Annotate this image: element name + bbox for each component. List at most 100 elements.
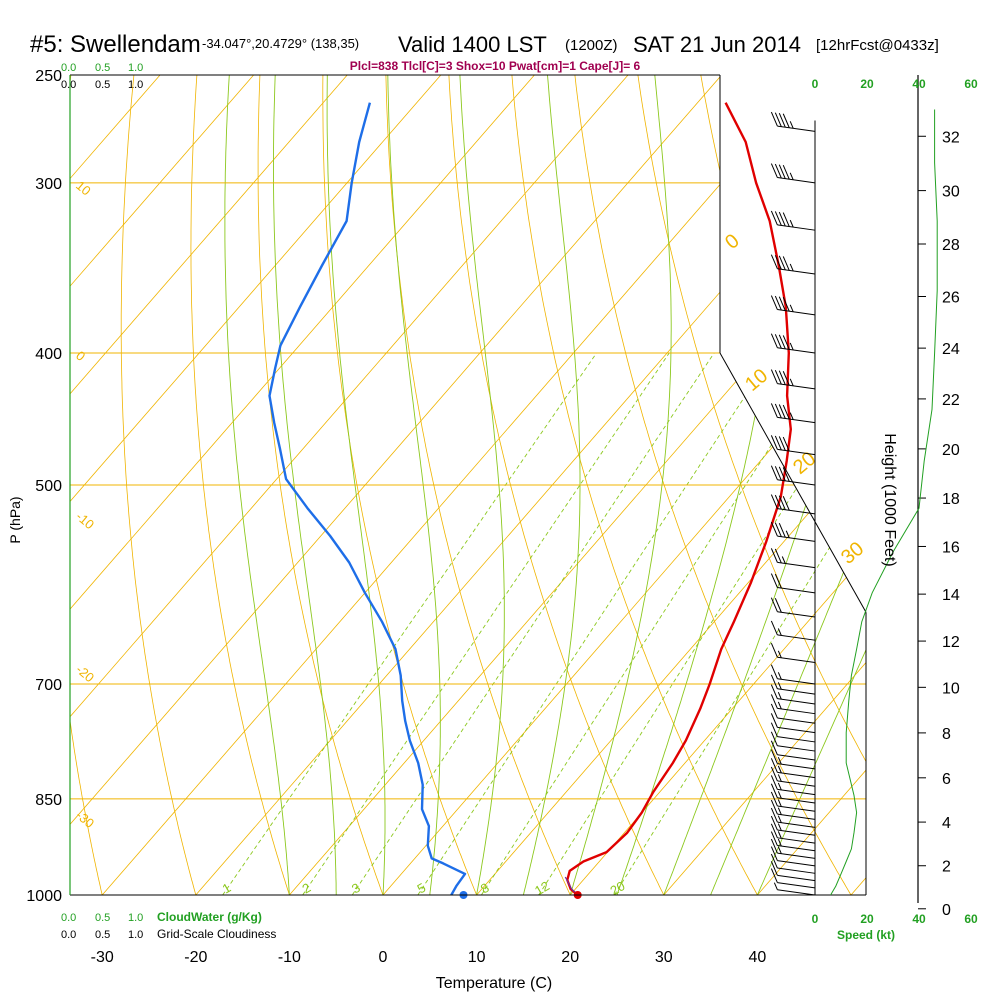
wind-barb-flag	[770, 791, 778, 807]
chart-frame	[69, 74, 867, 896]
dry-adiabat	[190, 75, 290, 895]
wind-barb-staff	[777, 611, 816, 618]
pressure-tick-label: 1000	[26, 888, 62, 905]
wind-barb-staff	[777, 780, 816, 787]
dry-adiabat	[322, 75, 477, 895]
moist-adiabat	[459, 75, 505, 895]
height-tick-label: 14	[942, 587, 960, 604]
wind-barb-flag	[782, 404, 790, 420]
date-label: SAT 21 Jun 2014	[633, 32, 801, 57]
cloud-scale-green-b2: 1.0	[128, 912, 143, 924]
wind-barb	[770, 494, 816, 515]
height-tick-label: 20	[942, 442, 960, 459]
wind-barb-flag	[774, 163, 782, 179]
isotherm-label-right: 20	[789, 448, 820, 479]
wind-barb-staff	[777, 479, 816, 486]
wind-barb	[770, 295, 816, 316]
wind-barb-flag	[789, 219, 794, 228]
cloud-scale-green-0: 0.0	[61, 62, 76, 74]
wind-barb-flag	[770, 573, 778, 588]
wind-barb-flag	[789, 412, 794, 420]
cloud-scale-black-b1: 0.5	[95, 929, 110, 941]
isotherm	[70, 75, 348, 895]
wind-barb-flag	[770, 664, 778, 679]
dry-adiabat	[953, 75, 1000, 895]
wind-barb	[770, 521, 816, 542]
mixing-ratio-line	[481, 352, 832, 895]
wind-barb-flag	[781, 556, 786, 564]
height-tick-label: 12	[942, 634, 960, 651]
height-tick-label: 18	[942, 491, 960, 508]
wind-barb	[770, 823, 816, 844]
mixing-ratio-line	[417, 352, 774, 895]
dry-adiabat	[826, 75, 866, 895]
wind-barb-flag	[778, 211, 786, 227]
wind-barb-flag	[777, 823, 782, 831]
wind-barb	[770, 369, 816, 390]
isotherm-label-right: 10	[741, 365, 772, 396]
wind-barb-staff	[777, 845, 816, 852]
wind-barb-flag	[770, 775, 778, 790]
moist-adiabat	[273, 75, 337, 895]
wind-barb-flag	[770, 846, 778, 861]
cloud-scale-green-b1: 0.5	[95, 912, 110, 924]
wind-barb-flag	[782, 371, 790, 386]
isotherm-label-left: 10	[73, 178, 94, 199]
isotherm	[70, 75, 254, 895]
wind-barb-staff	[777, 587, 816, 594]
speed-axis-label: Speed (kt)	[837, 928, 895, 942]
wind-barb	[770, 868, 816, 889]
wind-barb-flag	[789, 342, 794, 351]
pressure-tick-label: 300	[35, 176, 62, 193]
moist-adiabat	[710, 75, 866, 895]
speed-tick-label-top: 40	[912, 77, 926, 91]
wind-barb-flag	[770, 333, 778, 348]
wind-barb	[770, 861, 816, 882]
wind-barb-flag	[782, 496, 790, 511]
wind-barb-staff	[777, 882, 816, 889]
height-tick-label: 8	[942, 726, 951, 743]
wind-barb	[770, 163, 816, 184]
wind-barb-flag	[778, 113, 786, 128]
wind-barb-flag	[777, 791, 782, 799]
wind-barb	[770, 791, 816, 812]
wind-barb-flag	[774, 334, 782, 349]
wind-barb-flag	[778, 370, 786, 385]
cloud-scale-bottom: 0.0 0.5 1.0 CloudWater (g/Kg) 0.0 0.5 1.…	[61, 910, 276, 941]
speed-tick-label-top: 60	[964, 77, 978, 91]
wind-barb	[770, 731, 816, 752]
wind-barb-staff	[777, 634, 816, 641]
isotherm	[850, 75, 866, 895]
wind-barb	[770, 210, 816, 231]
wind-barb	[770, 403, 816, 424]
wind-barb-flag	[770, 210, 778, 226]
chart-series	[268, 102, 792, 899]
moist-adiabat	[224, 75, 290, 895]
wind-barb-flag	[777, 765, 782, 774]
wind-barb-staff	[777, 805, 816, 812]
wind-barb-flag	[782, 335, 790, 350]
wind-barb-flag	[777, 774, 782, 782]
wind-barb-flag	[770, 807, 778, 823]
wind-barb-flag	[789, 121, 794, 129]
wind-barb-flag	[774, 112, 782, 127]
wind-barb-staff	[777, 821, 816, 828]
wind-barb-flag	[774, 295, 782, 311]
dry-adiabat	[511, 75, 758, 895]
wind-barb-staff	[777, 177, 816, 184]
wind-barb-flag	[782, 297, 790, 312]
pressure-tick-label: 500	[35, 478, 62, 495]
wind-barb	[770, 722, 816, 743]
wind-barb-staff	[777, 736, 816, 743]
wind-barb-flag	[777, 672, 782, 680]
cloud-scale-black-b0: 0.0	[61, 929, 76, 941]
wind-barb	[773, 882, 816, 896]
isotherm-label-right: 30	[837, 538, 868, 569]
wind-barb-staff	[777, 745, 816, 752]
cloud-scale-black-0: 0.0	[61, 79, 76, 91]
mixing-ratio-label: 20	[608, 878, 628, 898]
wind-barb-flag	[778, 164, 786, 179]
